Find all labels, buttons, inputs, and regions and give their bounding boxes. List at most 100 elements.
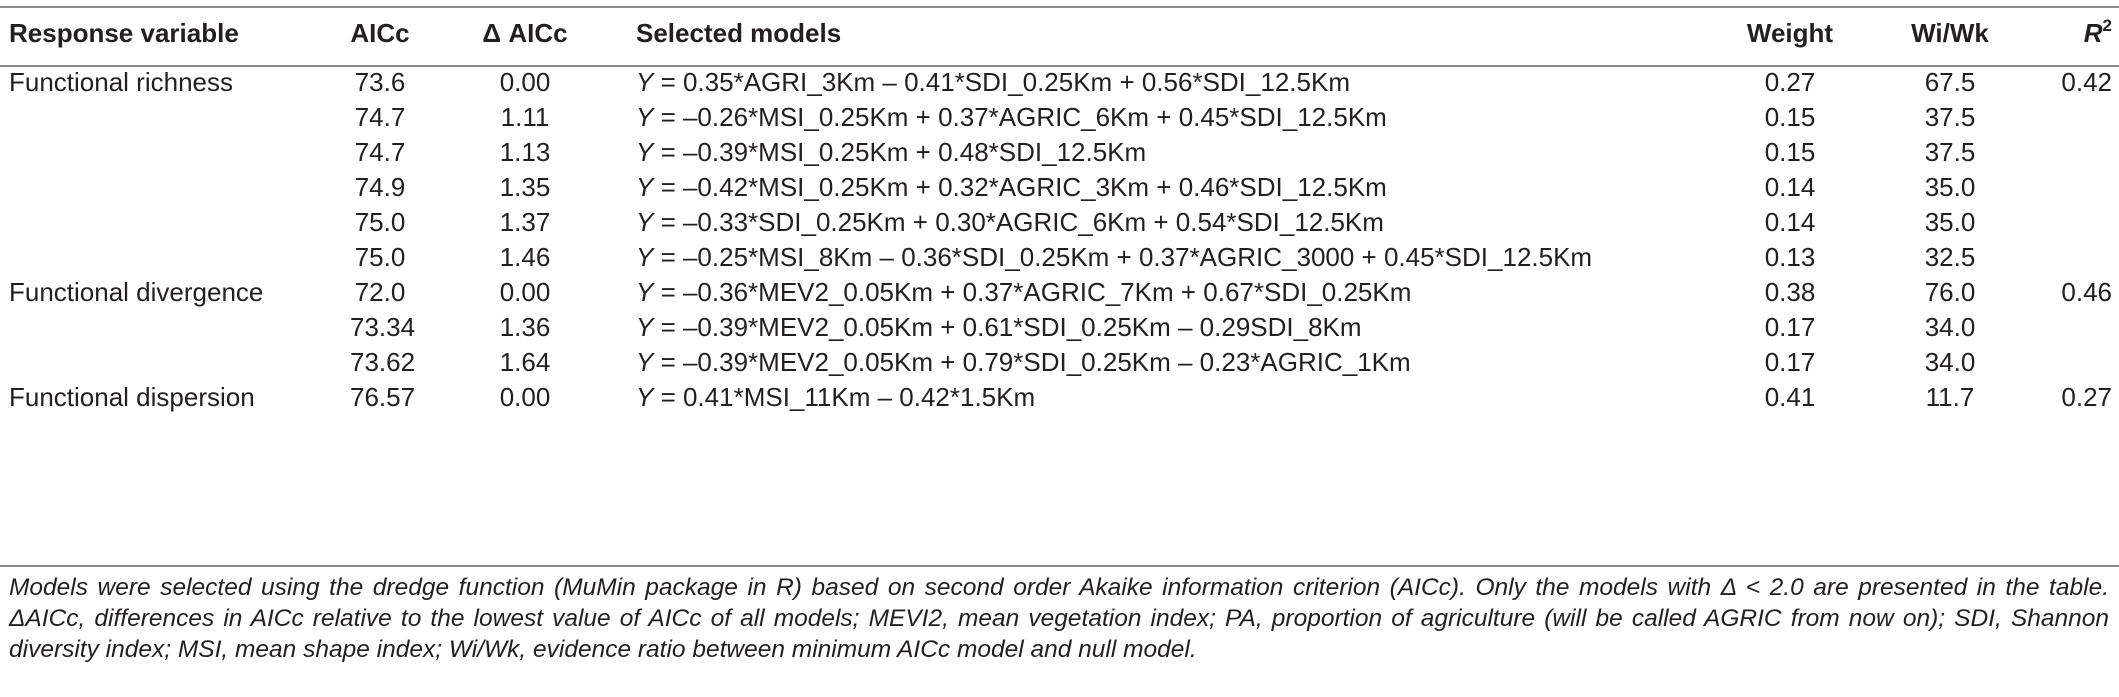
cell-delta-aicc: 1.13 — [499, 137, 551, 167]
model-equation: = –0.25*MSI_8Km – 0.36*SDI_0.25Km + 0.37… — [653, 242, 1593, 272]
table-row: Functional dispersion 76.57 0.00 Y = 0.41*M… — [0, 374, 2119, 421]
table-row: 75.0 1.46 Y = –0.25*MSI_8Km – 0.36*SDI_0.2… — [0, 234, 2119, 281]
header-weight: Weight — [1746, 18, 1834, 48]
model-equation: = –0.33*SDI_0.25Km + 0.30*AGRIC_6Km + 0.… — [653, 207, 1384, 237]
table-header-row: Response variable AICc Δ AICc Selected m… — [0, 8, 2119, 55]
cell-delta-aicc: 1.46 — [499, 242, 551, 272]
cell-wi-wk: 32.5 — [1924, 242, 1976, 272]
model-equation: = 0.35*AGRI_3Km – 0.41*SDI_0.25Km + 0.56… — [653, 67, 1350, 97]
cell-weight: 0.27 — [1764, 67, 1816, 97]
cell-aicc: 75.0 — [354, 242, 406, 272]
cell-weight: 0.17 — [1764, 347, 1816, 377]
table-header-rule — [0, 65, 2119, 67]
cell-selected-model: Y = –0.25*MSI_8Km – 0.36*SDI_0.25Km + 0.… — [636, 234, 1592, 281]
cell-wi-wk: 35.0 — [1924, 207, 1976, 237]
cell-aicc: 73.62 — [350, 347, 416, 377]
cell-wi-wk: 76.0 — [1924, 277, 1976, 307]
header-wi-wk: Wi/Wk — [1911, 18, 1989, 48]
cell-r-squared: 0.42 — [2061, 67, 2112, 97]
table-row: Functional richness 73.6 0.00 Y = 0.35*AGRI… — [0, 59, 2119, 106]
header-delta-aicc: Δ AICc — [482, 18, 568, 48]
cell-response-variable: Functional richness — [9, 67, 233, 97]
cell-wi-wk: 34.0 — [1924, 312, 1976, 342]
cell-delta-aicc: 0.00 — [499, 382, 551, 412]
model-response-symbol: Y — [636, 102, 654, 132]
table-footnote: Models were selected using the dredge fu… — [9, 574, 2109, 663]
table-row: 75.0 1.37 Y = –0.33*SDI_0.25Km + 0.30*AGRI… — [0, 199, 2119, 246]
model-response-symbol: Y — [636, 277, 654, 307]
model-response-symbol: Y — [636, 312, 654, 342]
cell-wi-wk: 34.0 — [1924, 347, 1976, 377]
cell-aicc: 73.6 — [354, 67, 406, 97]
model-response-symbol: Y — [636, 382, 654, 412]
cell-response-variable: Functional divergence — [9, 277, 264, 307]
cell-selected-model: Y = –0.39*MEV2_0.05Km + 0.79*SDI_0.25Km … — [636, 339, 1411, 386]
cell-weight: 0.14 — [1764, 207, 1816, 237]
cell-response-variable: Functional dispersion — [9, 382, 255, 412]
cell-delta-aicc: 0.00 — [499, 67, 551, 97]
model-equation: = –0.26*MSI_0.25Km + 0.37*AGRIC_6Km + 0.… — [653, 102, 1387, 132]
model-response-symbol: Y — [636, 137, 654, 167]
cell-aicc: 74.9 — [354, 172, 406, 202]
cell-aicc: 74.7 — [354, 102, 406, 132]
cell-delta-aicc: 1.36 — [499, 312, 551, 342]
cell-selected-model: Y = –0.39*MEV2_0.05Km + 0.61*SDI_0.25Km … — [636, 304, 1362, 351]
cell-weight: 0.13 — [1764, 242, 1816, 272]
cell-delta-aicc: 1.37 — [499, 207, 551, 237]
cell-weight: 0.41 — [1764, 382, 1816, 412]
r2-superscript: 2 — [2102, 16, 2112, 35]
cell-delta-aicc: 1.35 — [499, 172, 551, 202]
cell-aicc: 76.57 — [350, 382, 416, 412]
header-selected-models: Selected models — [636, 18, 842, 48]
cell-selected-model: Y = –0.42*MSI_0.25Km + 0.32*AGRIC_3Km + … — [636, 164, 1387, 211]
cell-weight: 0.15 — [1764, 102, 1816, 132]
cell-weight: 0.15 — [1764, 137, 1816, 167]
cell-selected-model: Y = 0.41*MSI_11Km – 0.42*1.5Km — [636, 374, 1035, 421]
cell-aicc: 72.0 — [354, 277, 406, 307]
model-response-symbol: Y — [636, 207, 654, 237]
cell-weight: 0.38 — [1764, 277, 1816, 307]
cell-wi-wk: 11.7 — [1925, 382, 1975, 412]
model-equation: = –0.39*MEV2_0.05Km + 0.79*SDI_0.25Km – … — [653, 347, 1411, 377]
cell-wi-wk: 35.0 — [1924, 172, 1976, 202]
cell-aicc: 74.7 — [354, 137, 406, 167]
cell-selected-model: Y = 0.35*AGRI_3Km – 0.41*SDI_0.25Km + 0.… — [636, 59, 1350, 106]
model-response-symbol: Y — [636, 172, 654, 202]
table-row: 74.7 1.11 Y = –0.26*MSI_0.25Km + 0.37*AGRI… — [0, 94, 2119, 141]
model-equation: = –0.36*MEV2_0.05Km + 0.37*AGRIC_7Km + 0… — [653, 277, 1412, 307]
cell-wi-wk: 67.5 — [1924, 67, 1976, 97]
cell-selected-model: Y = –0.33*SDI_0.25Km + 0.30*AGRIC_6Km + … — [636, 199, 1384, 246]
cell-selected-model: Y = –0.26*MSI_0.25Km + 0.37*AGRIC_6Km + … — [636, 94, 1387, 141]
cell-wi-wk: 37.5 — [1924, 137, 1976, 167]
model-response-symbol: Y — [636, 242, 654, 272]
cell-aicc: 73.34 — [350, 312, 416, 342]
model-response-symbol: Y — [636, 67, 654, 97]
cell-weight: 0.14 — [1764, 172, 1816, 202]
table-row: 74.7 1.13 Y = –0.39*MSI_0.25Km + 0.48*SDI_… — [0, 129, 2119, 176]
cell-selected-model: Y = –0.36*MEV2_0.05Km + 0.37*AGRIC_7Km +… — [636, 269, 1411, 316]
cell-r-squared: 0.27 — [2061, 382, 2112, 412]
table-row: 73.34 1.36 Y = –0.39*MEV2_0.05Km + 0.61*SD… — [0, 304, 2119, 351]
model-equation: = –0.39*MSI_0.25Km + 0.48*SDI_12.5Km — [653, 137, 1147, 167]
r2-letter: R — [2083, 18, 2103, 48]
cell-wi-wk: 37.5 — [1924, 102, 1976, 132]
table-row: Functional divergence 72.0 0.00 Y = –0.36*M… — [0, 269, 2119, 316]
table-bottom-rule — [0, 565, 2119, 567]
cell-r-squared: 0.46 — [2061, 277, 2112, 307]
cell-aicc: 75.0 — [354, 207, 406, 237]
table-top-rule — [0, 6, 2119, 8]
table-row: 74.9 1.35 Y = –0.42*MSI_0.25Km + 0.32*AGRI… — [0, 164, 2119, 211]
header-r-squared: R2 — [2040, 8, 2112, 58]
model-equation: = –0.42*MSI_0.25Km + 0.32*AGRIC_3Km + 0.… — [653, 172, 1387, 202]
header-aicc: AICc — [350, 18, 410, 48]
model-equation: = –0.39*MEV2_0.05Km + 0.61*SDI_0.25Km – … — [653, 312, 1362, 342]
table-row: 73.62 1.64 Y = –0.39*MEV2_0.05Km + 0.79*SD… — [0, 339, 2119, 386]
cell-delta-aicc: 1.64 — [499, 347, 551, 377]
cell-weight: 0.17 — [1764, 312, 1816, 342]
model-equation: = 0.41*MSI_11Km – 0.42*1.5Km — [653, 382, 1036, 412]
header-response-variable: Response variable — [9, 18, 239, 48]
model-response-symbol: Y — [636, 347, 654, 377]
cell-selected-model: Y = –0.39*MSI_0.25Km + 0.48*SDI_12.5Km — [636, 129, 1146, 176]
cell-delta-aicc: 1.11 — [500, 102, 550, 132]
cell-delta-aicc: 0.00 — [499, 277, 551, 307]
